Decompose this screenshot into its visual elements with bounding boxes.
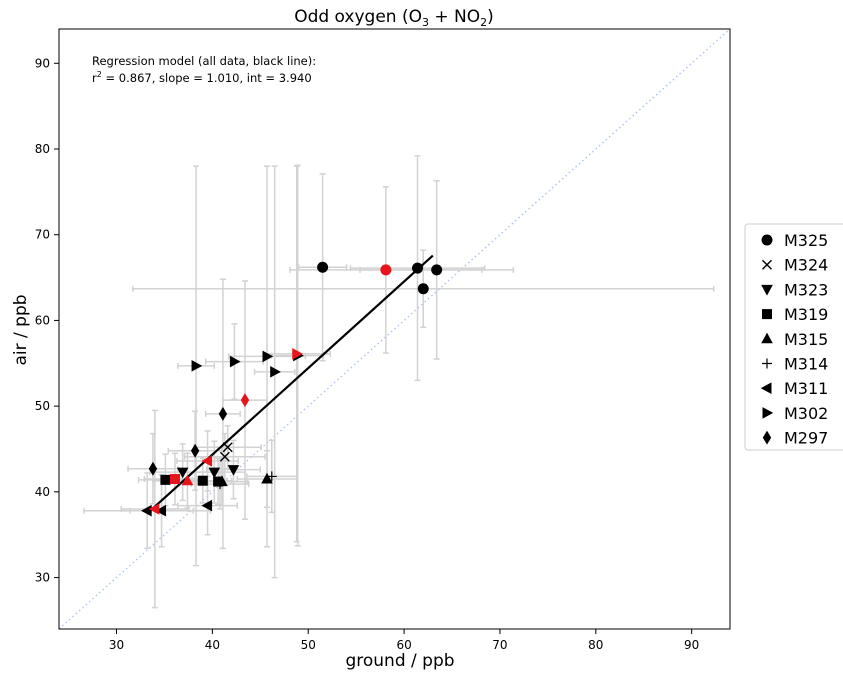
- x-axis-ticks: 30 40 50 60 70 80 90: [109, 629, 699, 652]
- y-tick-label: 40: [35, 485, 50, 499]
- data-point-m302: [292, 348, 303, 360]
- x-tick-label: 70: [492, 638, 507, 652]
- legend-items: M325 M324 M323 M319 M315 M314 M311 M302 M297: [760, 231, 828, 448]
- regression-line-layer: [149, 254, 434, 512]
- legend-box: [744, 223, 843, 451]
- x-tick-label: 90: [684, 638, 699, 652]
- x-tick-label: 50: [301, 638, 316, 652]
- y-axis-label: air / ppb: [11, 294, 31, 365]
- data-point-m319: [197, 475, 208, 486]
- data-point-m323: [208, 467, 221, 479]
- legend-label: M325: [784, 231, 828, 250]
- data-point-m315: [261, 472, 273, 484]
- chart-title: Odd oxygen (O3 + NO2): [294, 7, 494, 29]
- plot-frame: [58, 28, 731, 630]
- y-axis-ticks: 30 40 50 60 70 80 90: [35, 56, 59, 585]
- legend-label: M311: [784, 379, 828, 398]
- data-point-m311: [155, 504, 167, 517]
- r-squared-superscript: 2: [97, 70, 102, 79]
- data-point-m311: [201, 499, 213, 512]
- legend-label: M314: [784, 355, 828, 374]
- y-tick-label: 80: [35, 142, 50, 156]
- legend-marker-triangle-left: [760, 382, 772, 394]
- title-no2-subscript: 2: [480, 16, 487, 29]
- regression-annotation-line2: r2 = 0.867, slope = 1.010, int = 3.940: [92, 70, 312, 85]
- legend-label: M324: [784, 256, 828, 275]
- x-tick-label: 80: [588, 638, 603, 652]
- x-tick-label: 40: [205, 638, 220, 652]
- data-point-m302: [270, 366, 281, 378]
- x-tick-label: 30: [109, 638, 124, 652]
- data-point-m314: [215, 479, 226, 490]
- data-point-m297: [240, 393, 250, 408]
- data-point-m297: [148, 461, 158, 476]
- regression-line: [149, 254, 434, 512]
- regression-annotation-line1: Regression model (all data, black line):: [92, 54, 316, 68]
- data-point-m314: [266, 471, 277, 482]
- data-point-m311: [201, 455, 213, 467]
- identity-line: [58, 28, 731, 630]
- legend-label: M323: [784, 280, 828, 299]
- legend: M325 M324 M323 M319 M315 M314 M311 M302 M297: [744, 223, 843, 451]
- data-point-m324: [219, 451, 230, 462]
- legend-marker-plus: [762, 358, 772, 369]
- legend-marker-x: [762, 259, 772, 270]
- legend-marker-triangle-right: [762, 407, 774, 419]
- data-point-m297: [190, 443, 200, 458]
- data-point-m323: [227, 465, 240, 476]
- data-point-m325: [431, 264, 443, 276]
- data-point-m319: [160, 474, 171, 485]
- title-o3-subscript: 3: [422, 16, 429, 29]
- data-point-m325: [417, 283, 429, 295]
- legend-item-m314: M314: [762, 355, 828, 374]
- data-points-layer: [140, 261, 443, 517]
- data-point-m324: [222, 442, 233, 453]
- legend-marker-square: [762, 309, 772, 320]
- data-point-m297: [218, 406, 228, 421]
- legend-item-m297: M297: [762, 429, 828, 448]
- legend-label: M302: [784, 404, 828, 423]
- x-axis-label: ground / ppb: [345, 651, 454, 671]
- data-point-m325: [317, 261, 329, 273]
- y-tick-label: 50: [35, 399, 50, 413]
- legend-marker-circle: [761, 234, 773, 246]
- y-tick-label: 70: [35, 228, 50, 242]
- data-point-m325: [412, 262, 424, 274]
- data-point-m319: [169, 474, 180, 484]
- data-point-m325: [380, 264, 392, 276]
- y-tick-label: 90: [35, 56, 50, 70]
- legend-label: M315: [784, 330, 828, 349]
- legend-label: M319: [784, 305, 828, 324]
- legend-marker-diamond: [762, 430, 772, 445]
- data-point-m302: [229, 355, 241, 368]
- legend-item-m325: M325: [761, 231, 828, 250]
- legend-item-m319: M319: [762, 305, 828, 324]
- data-point-m319: [213, 476, 224, 487]
- legend-item-m311: M311: [760, 379, 828, 398]
- legend-marker-triangle-up: [761, 332, 773, 344]
- data-point-m311: [148, 503, 160, 515]
- data-point-m315: [181, 474, 194, 486]
- y-tick-label: 60: [35, 313, 50, 327]
- error-bars-layer: [83, 155, 715, 609]
- data-point-m315: [216, 475, 228, 487]
- data-point-m311: [140, 504, 152, 517]
- identity-line-layer: [58, 28, 731, 630]
- legend-item-m324: M324: [762, 256, 828, 275]
- legend-item-m323: M323: [761, 280, 828, 299]
- legend-label: M297: [784, 429, 828, 448]
- x-tick-label: 60: [396, 638, 411, 652]
- legend-item-m315: M315: [761, 330, 828, 349]
- legend-marker-triangle-down: [761, 284, 773, 296]
- legend-item-m302: M302: [762, 404, 828, 423]
- data-point-m302: [191, 360, 203, 372]
- data-point-m323: [176, 467, 189, 479]
- data-point-m302: [262, 350, 274, 363]
- y-tick-label: 30: [35, 571, 50, 585]
